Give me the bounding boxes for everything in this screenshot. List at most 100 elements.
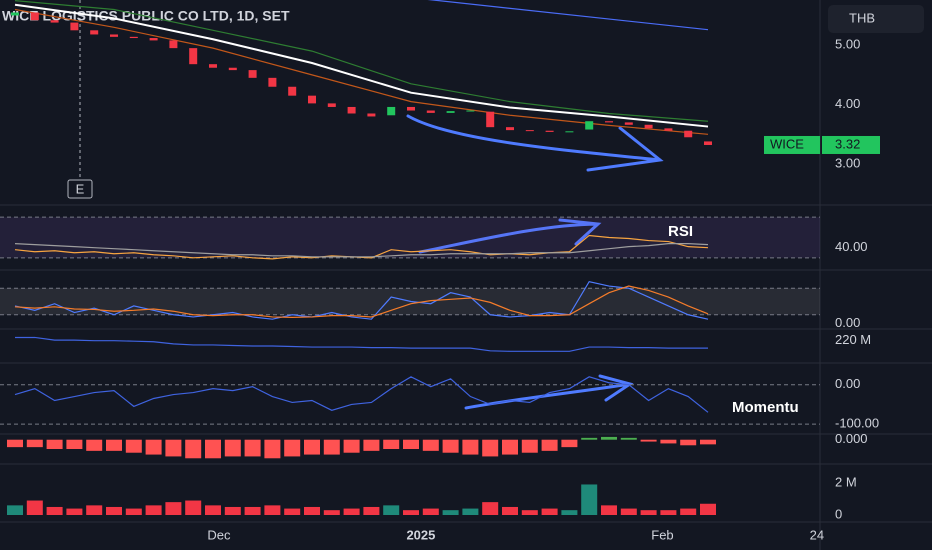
histogram-bar (26, 439, 43, 448)
volume-bar (185, 500, 202, 515)
candle (90, 30, 99, 35)
series-line (427, 0, 709, 31)
histogram-bar (205, 439, 221, 459)
currency[interactable]: THB (849, 10, 875, 25)
candle (466, 110, 475, 112)
histogram-bar (284, 439, 301, 457)
volume-bar (7, 505, 23, 515)
candle (347, 106, 356, 114)
histogram-bar (422, 439, 439, 451)
histogram-bar (304, 439, 320, 455)
event-marker: E (76, 181, 85, 196)
candle (70, 22, 79, 31)
histogram-bar (343, 439, 360, 453)
candle (525, 130, 534, 132)
candle (248, 70, 257, 78)
volume-bar (700, 503, 716, 515)
volume-bar (561, 510, 578, 515)
volume-bar (26, 500, 43, 515)
y-tick-label: 0.00 (835, 315, 860, 330)
candle (585, 121, 594, 130)
histogram-bar (482, 439, 499, 457)
volume-bar (442, 510, 459, 515)
symbol: WICE (770, 136, 804, 151)
histogram-bar (561, 439, 578, 448)
histogram-bar (86, 439, 103, 451)
series-line (15, 336, 708, 352)
y-tick-label: 4.00 (835, 96, 860, 111)
candle (169, 40, 178, 49)
histogram-bar (125, 439, 142, 453)
volume-bar (165, 502, 182, 515)
histogram-bar (106, 439, 122, 451)
series-line (14, 285, 709, 319)
candle (664, 128, 673, 131)
histogram-bar (541, 439, 558, 451)
candle (407, 106, 415, 111)
candle (50, 20, 59, 23)
candle (228, 67, 237, 71)
y-tick-label: 40.00 (835, 239, 868, 254)
candle (506, 127, 514, 131)
volume-bar (363, 506, 380, 515)
histogram-bar (66, 439, 83, 449)
volume-bar (581, 484, 598, 515)
currency-button[interactable] (828, 5, 924, 33)
volume-bar (145, 505, 162, 515)
y-tick-label: 5.00 (835, 37, 860, 52)
histogram-bar (46, 439, 63, 449)
y-tick-label: 3.00 (835, 155, 860, 170)
y-tick-label: 220 M (835, 332, 871, 347)
x-tick-label: 24 (810, 527, 824, 542)
volume-bar (422, 508, 439, 515)
candle (209, 64, 217, 68)
volume-bar (125, 508, 142, 515)
x-tick-label: Feb (651, 527, 673, 542)
histogram-bar (363, 439, 380, 451)
candle (565, 131, 574, 133)
candle (704, 141, 712, 145)
candle (110, 34, 118, 37)
candle (30, 12, 39, 21)
series-line (14, 3, 709, 128)
series-line (14, 243, 709, 258)
y-tick-label: 0 (835, 506, 842, 521)
volume-bar (224, 506, 241, 515)
histogram-bar (323, 439, 340, 455)
histogram-bar (521, 439, 538, 453)
volume-bar (620, 508, 637, 515)
histogram-bar (264, 439, 281, 459)
candle (367, 113, 376, 117)
candle (684, 130, 693, 138)
candle (387, 106, 396, 116)
volume-bar (462, 508, 479, 515)
histogram-bar (224, 439, 241, 457)
volume-bar (264, 505, 281, 515)
arrow (406, 114, 664, 172)
histogram-bar (620, 437, 637, 440)
volume-bar (205, 505, 221, 515)
volume-bar (482, 502, 499, 515)
candle (446, 111, 455, 113)
histogram-bar (680, 439, 697, 446)
candle (545, 130, 554, 132)
candle (605, 121, 613, 123)
x-tick-label: 2025 (406, 527, 435, 542)
volume-bar (680, 508, 697, 515)
candle (129, 36, 138, 39)
candle (426, 110, 435, 113)
histogram-bar (462, 439, 479, 455)
histogram-bar (640, 439, 657, 442)
volume-bar (106, 506, 122, 515)
annotation: RSI (668, 223, 693, 240)
volume-bar (343, 508, 360, 515)
histogram-bar (700, 439, 716, 445)
candle (288, 86, 297, 96)
volume-bar (66, 508, 83, 515)
histogram-bar (7, 439, 23, 448)
volume-bar (46, 506, 63, 515)
